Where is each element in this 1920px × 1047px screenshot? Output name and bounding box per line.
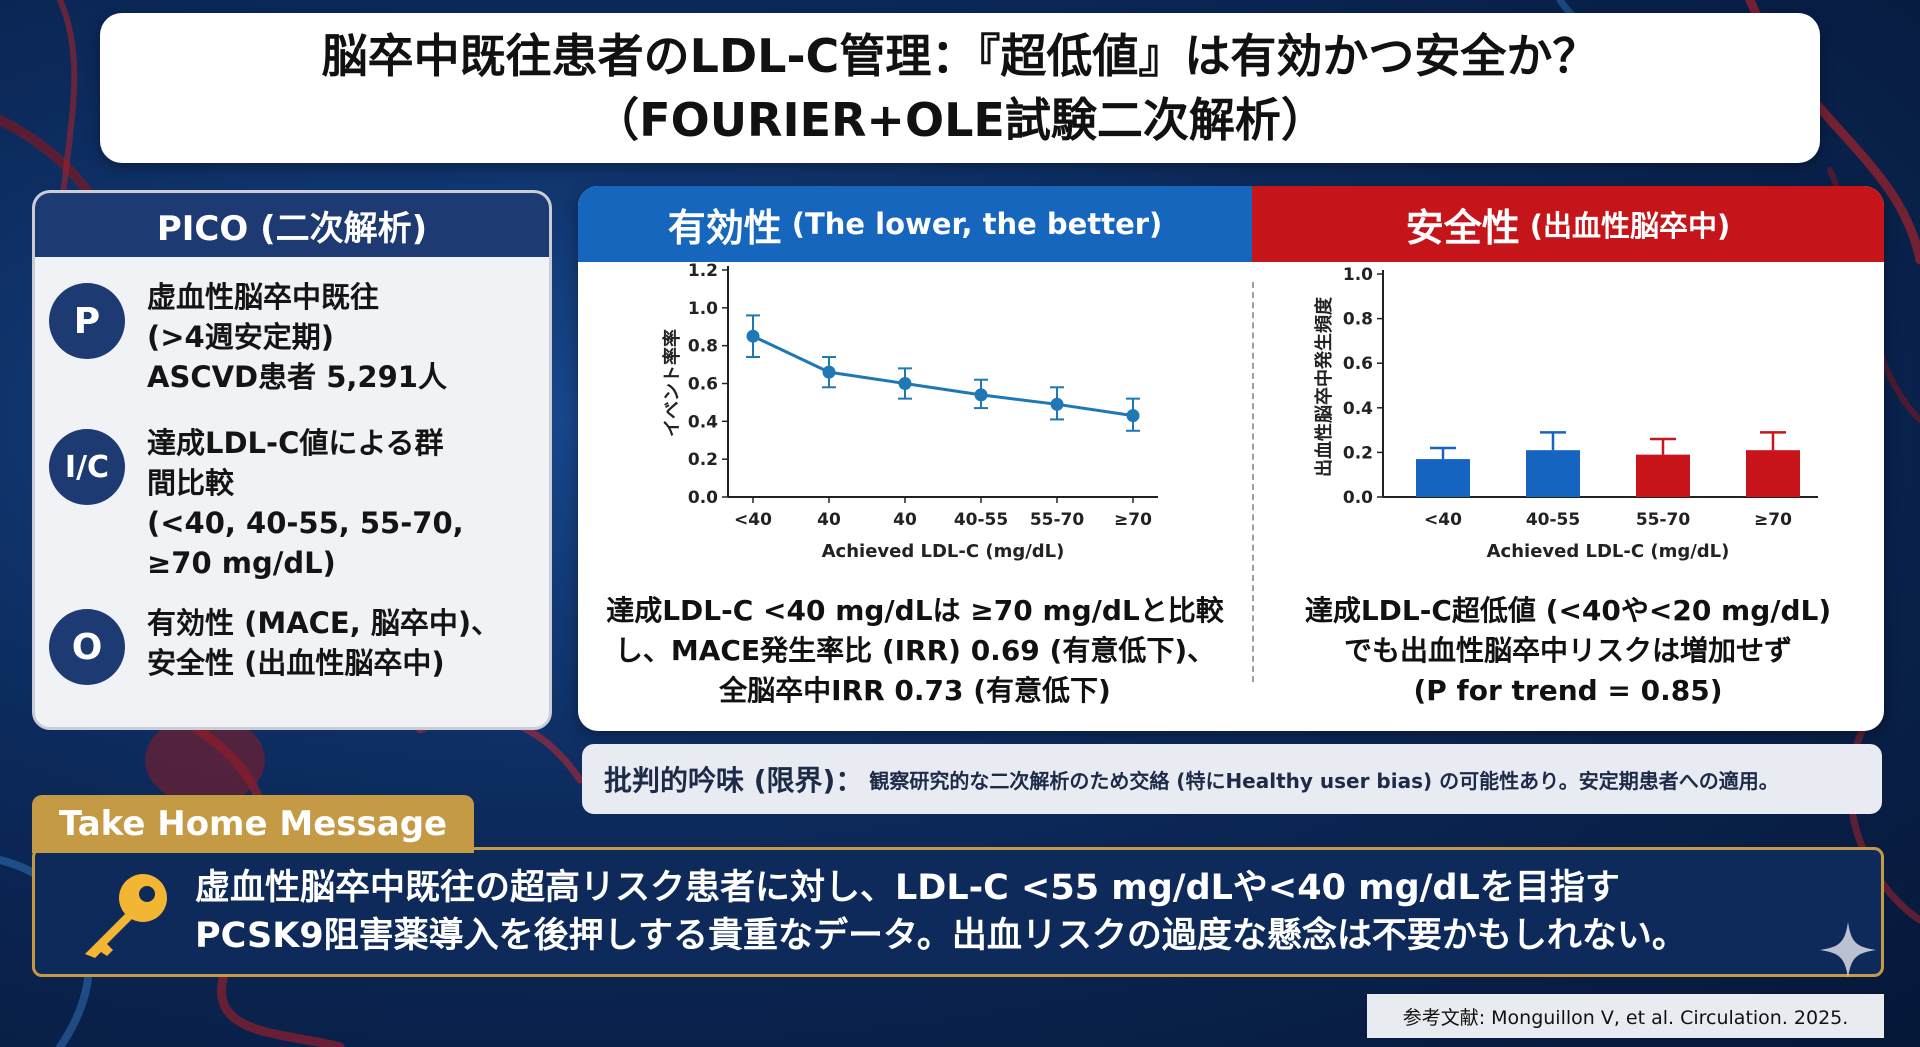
pico-text-population: 虚血性脳卒中既往 (>4週安定期) ASCVD患者 5,291人 <box>147 277 517 397</box>
safety-bar <box>1636 454 1690 497</box>
efficacy-subtitle: (The lower, the better) <box>791 207 1163 241</box>
pico-line: 有効性 (MACE, 脳卒中)、 <box>147 606 501 640</box>
safety-bar <box>1526 450 1580 497</box>
pico-item-outcome: O 有効性 (MACE, 脳卒中)、 安全性 (出血性脳卒中) <box>49 603 517 685</box>
x-tick-label: 55-70 <box>1636 510 1691 530</box>
pico-text-intervention: 達成LDL-C値による群 間比較 (<40, 40-55, 55-70, ≥70… <box>147 423 517 583</box>
safety-finding: 達成LDL-C超低値 (<40や<20 mg/dL) でも出血性脳卒中リスクは増… <box>1252 591 1884 711</box>
efficacy-y-axis-title: イベント率率 <box>661 329 683 437</box>
y-tick-label: 1.2 <box>688 262 718 281</box>
safety-header: 安全性 (出血性脳卒中) <box>1252 186 1884 262</box>
y-tick-label: 0.4 <box>688 412 718 432</box>
data-point <box>974 388 988 402</box>
pico-line: 達成LDL-C値による群 <box>147 426 444 460</box>
safety-x-axis-title: Achieved LDL-C (mg/dL) <box>1487 541 1730 562</box>
efficacy-title: 有効性 <box>667 205 782 250</box>
x-tick-label: ≥70 <box>1114 510 1152 530</box>
pico-badge-p: P <box>49 283 125 359</box>
safety-bar <box>1416 459 1470 497</box>
efficacy-finding-line: 全脳卒中IRR 0.73 (有意低下) <box>719 674 1111 707</box>
safety-subtitle: (出血性脳卒中) <box>1529 209 1731 243</box>
pico-line: (<40, 40-55, 55-70, <box>147 506 464 540</box>
data-point <box>898 377 912 390</box>
y-tick-label: 0.6 <box>688 375 718 395</box>
pico-item-population: P 虚血性脳卒中既往 (>4週安定期) ASCVD患者 5,291人 <box>49 277 517 397</box>
y-tick-label: 0.8 <box>688 337 718 357</box>
title-banner: 脳卒中既往患者のLDL-C管理：『超低値』は有効かつ安全か？ （FOURIER+… <box>100 13 1820 163</box>
y-tick-label: 0.2 <box>688 450 718 470</box>
y-tick-label: 0.0 <box>1343 488 1373 508</box>
safety-bar <box>1746 450 1800 497</box>
x-tick-label: <40 <box>734 510 772 530</box>
x-tick-label: 40 <box>893 510 917 530</box>
safety-finding-line: でも出血性脳卒中リスクは増加せず <box>1343 634 1792 667</box>
x-tick-label: 55-70 <box>1030 510 1085 530</box>
critique-box: 批判的吟味 (限界)： 観察研究的な二次解析のため交絡 (特にHealthy u… <box>582 744 1882 814</box>
efficacy-finding: 達成LDL-C <40 mg/dLは ≥70 mg/dLと比較 し、MACE発生… <box>578 591 1252 711</box>
data-point <box>1050 397 1064 411</box>
title-line-2: （FOURIER+OLE試験二次解析） <box>593 93 1327 147</box>
x-tick-label: 40 <box>817 510 841 530</box>
critique-text: 観察研究的な二次解析のため交絡 (特にHealthy user bias) の可… <box>869 768 1779 793</box>
safety-finding-line: 達成LDL-C超低値 (<40や<20 mg/dL) <box>1304 594 1832 627</box>
efficacy-header: 有効性 (The lower, the better) <box>578 186 1252 262</box>
y-tick-label: 1.0 <box>1343 265 1373 285</box>
results-panel: 有効性 (The lower, the better) 安全性 (出血性脳卒中)… <box>578 186 1884 731</box>
pico-badge-ic: I/C <box>49 429 125 505</box>
data-point <box>1126 409 1140 423</box>
critique-label: 批判的吟味 (限界)： <box>604 764 864 797</box>
y-tick-label: 0.8 <box>1343 310 1373 330</box>
y-tick-label: 0.6 <box>1343 354 1373 374</box>
pico-line: (>4週安定期) <box>147 320 334 354</box>
efficacy-finding-line: 達成LDL-C <40 mg/dLは ≥70 mg/dLと比較 <box>606 594 1224 627</box>
x-tick-label: 40-55 <box>954 510 1008 530</box>
pico-line: 間比較 <box>147 466 235 500</box>
pico-heading: PICO (二次解析) <box>35 193 549 257</box>
pico-line: 虚血性脳卒中既往 <box>147 280 380 314</box>
pico-line: 安全性 (出血性脳卒中) <box>147 646 445 680</box>
efficacy-finding-line: し、MACE発生率比 (IRR) 0.69 (有意低下)、 <box>614 634 1216 667</box>
pico-item-intervention: I/C 達成LDL-C値による群 間比較 (<40, 40-55, 55-70,… <box>49 423 517 583</box>
take-home-message: 虚血性脳卒中既往の超高リスク患者に対し、LDL-C <55 mg/dLや<40 … <box>195 864 1687 960</box>
x-tick-label: 40-55 <box>1526 510 1580 530</box>
reference-citation: 参考文献: Monguillon V, et al. Circulation. … <box>1367 994 1884 1038</box>
take-home-label: Take Home Message <box>58 804 448 844</box>
safety-y-axis-title: 出血性脳卒中発生頻度 <box>1313 296 1335 477</box>
pico-text-outcome: 有効性 (MACE, 脳卒中)、 安全性 (出血性脳卒中) <box>147 603 517 683</box>
safety-finding-line: (P for trend = 0.85) <box>1413 674 1723 707</box>
pico-line: ≥70 mg/dL) <box>147 546 336 580</box>
panel-divider <box>1252 282 1254 682</box>
pico-badge-o: O <box>49 609 125 685</box>
y-tick-label: 0.0 <box>688 488 718 508</box>
y-tick-label: 0.2 <box>1343 443 1373 463</box>
sparkle-icon <box>1820 922 1876 978</box>
x-tick-label: <40 <box>1424 510 1462 530</box>
take-home-tab: Take Home Message <box>32 795 474 853</box>
safety-title: 安全性 <box>1405 205 1520 250</box>
pico-panel: PICO (二次解析) P 虚血性脳卒中既往 (>4週安定期) ASCVD患者 … <box>32 190 552 730</box>
y-tick-label: 0.4 <box>1343 399 1373 419</box>
x-tick-label: ≥70 <box>1754 510 1792 530</box>
charts-area: 0.0 0.2 0.4 0.6 0.8 1.0 1.2 <40 40 40 40-55 55-70 ≥7… <box>661 262 1818 562</box>
take-home-line: 虚血性脳卒中既往の超高リスク患者に対し、LDL-C <55 mg/dLや<40 … <box>195 868 1620 908</box>
efficacy-series-line <box>752 334 1134 418</box>
data-point <box>746 329 760 343</box>
efficacy-x-axis-title: Achieved LDL-C (mg/dL) <box>822 541 1065 562</box>
pico-line: ASCVD患者 5,291人 <box>147 360 447 394</box>
y-tick-label: 1.0 <box>688 299 718 319</box>
take-home-box: 虚血性脳卒中既往の超高リスク患者に対し、LDL-C <55 mg/dLや<40 … <box>32 847 1884 977</box>
data-point <box>822 365 836 379</box>
take-home-line: PCSK9阻害薬導入を後押しする貴重なデータ。出血リスクの過度な懸念は不要かもし… <box>195 916 1687 956</box>
title-line-1: 脳卒中既往患者のLDL-C管理：『超低値』は有効かつ安全か？ <box>321 29 1599 83</box>
key-icon <box>85 874 167 958</box>
